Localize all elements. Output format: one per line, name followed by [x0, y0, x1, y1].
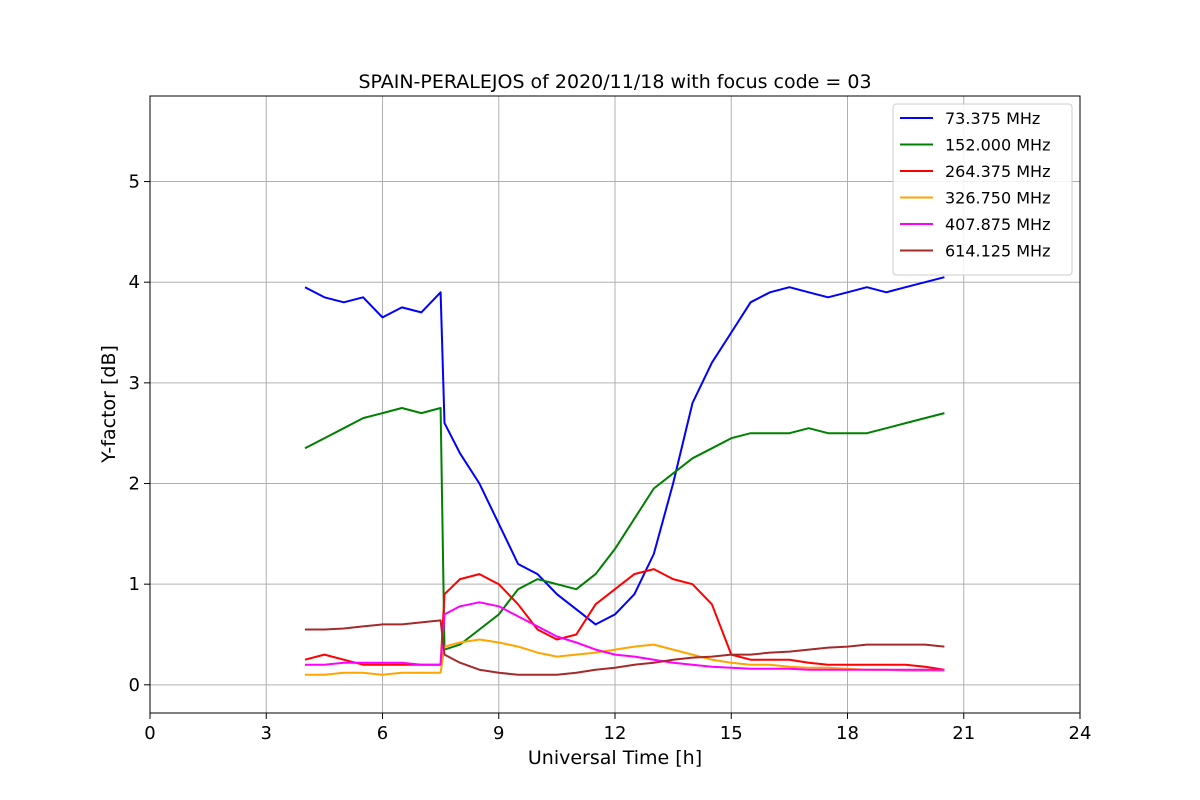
series-line-0 [304, 276, 945, 626]
series-line-1 [304, 407, 945, 651]
y-tick-label: 5 [129, 172, 140, 193]
x-tick-label: 21 [952, 723, 975, 744]
y-axis-label: Y-factor [dB] [98, 345, 120, 464]
series-line-5 [305, 619, 945, 676]
y-tick-label: 1 [129, 574, 140, 595]
y-tick-label: 3 [129, 373, 140, 394]
x-tick-label: 24 [1069, 723, 1092, 744]
x-tick-label: 9 [493, 723, 504, 744]
chart-title: SPAIN-PERALEJOS of 2020/11/18 with focus… [358, 71, 871, 93]
legend-label: 326.750 MHz [945, 189, 1050, 208]
legend-label: 407.875 MHz [945, 215, 1050, 234]
series-line-3 [305, 638, 945, 676]
x-tick-label: 12 [604, 723, 627, 744]
legend-label: 614.125 MHz [945, 242, 1050, 261]
y-tick-label: 0 [129, 675, 140, 696]
legend-box [892, 103, 1073, 276]
x-axis-label: Universal Time [h] [528, 747, 702, 769]
series-layer [304, 276, 945, 676]
legend-label: 152.000 MHz [945, 136, 1050, 155]
y-tick-label: 4 [129, 272, 140, 293]
legend: 73.375 MHz 152.000 MHz 264.375 MHz 326.750 … [892, 103, 1073, 276]
x-tick-label: 6 [377, 723, 388, 744]
legend-label: 73.375 MHz [945, 109, 1040, 128]
series-line-4 [305, 601, 945, 671]
y-tick-label: 2 [129, 474, 140, 495]
x-tick-label: 15 [720, 723, 743, 744]
x-tick-label: 0 [144, 723, 155, 744]
x-tick-label: 18 [836, 723, 859, 744]
y-axis-ticks: 0 1 2 3 4 5 [129, 172, 150, 696]
x-axis-ticks: 0 3 6 9 12 15 18 21 24 [144, 713, 1091, 744]
legend-label: 264.375 MHz [945, 162, 1050, 181]
x-tick-label: 3 [261, 723, 272, 744]
